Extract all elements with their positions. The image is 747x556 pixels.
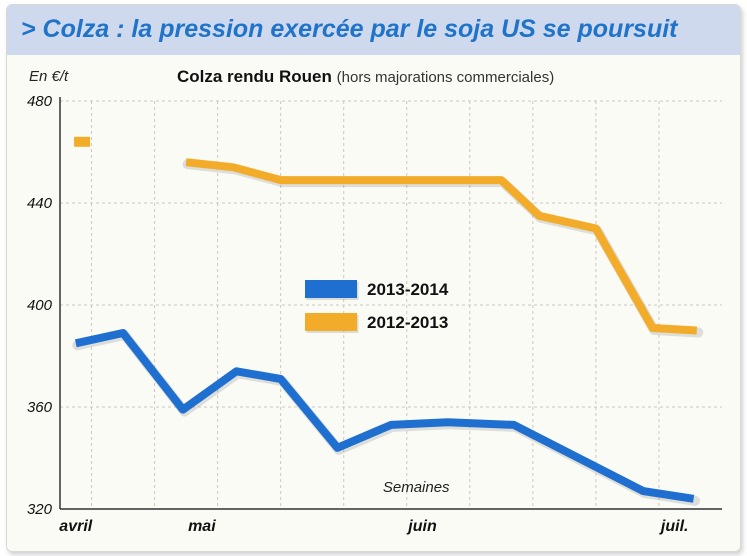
legend-label-20122013: 2012-2013 [367, 313, 448, 332]
subtitle-light: (hors majorations commerciales) [336, 69, 555, 86]
series-line-20132014 [74, 329, 695, 503]
x-tick-label-juil: juil. [659, 518, 689, 535]
title-band: > Colza : la pression exercée par le soj… [7, 5, 740, 55]
y-tick-label: 360 [27, 399, 53, 416]
series-line-20122013 [185, 158, 698, 335]
y-tick-label: 440 [27, 195, 53, 212]
legend-swatch-20132014 [305, 280, 357, 298]
chart-subtitle: Colza rendu Rouen (hors majorations comm… [177, 67, 554, 87]
legend-label-20132014: 2013-2014 [367, 280, 449, 299]
x-tick-label-avril: avril [59, 518, 92, 535]
chart-title: > Colza : la pression exercée par le soj… [21, 15, 678, 43]
series-isolated-mark [74, 136, 91, 147]
y-tick-label: 400 [27, 297, 53, 314]
legend-swatch-20122013 [305, 313, 357, 331]
subtitle-bold: Colza rendu Rouen [177, 67, 332, 86]
chart-card: > Colza : la pression exercée par le soj… [6, 4, 741, 552]
series-shadow-20122013 [182, 159, 704, 338]
y-tick-label: 480 [27, 93, 53, 110]
unit-label: En €/t [29, 68, 69, 85]
x-axis-label: Semaines [383, 479, 450, 496]
x-tick-label-juin: juin [406, 518, 437, 535]
x-tick-label-mai: mai [188, 518, 216, 535]
series-shadow-20132014 [72, 330, 701, 506]
y-tick-label: 320 [27, 501, 53, 518]
